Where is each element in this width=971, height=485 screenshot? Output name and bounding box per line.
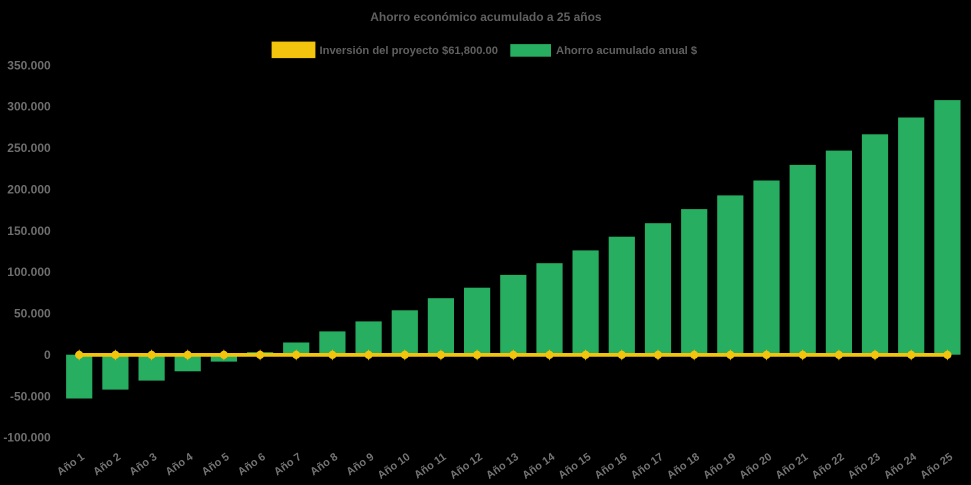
svg-text:100.000: 100.000 [7, 265, 51, 279]
svg-text:Ahorro económico acumulado a 2: Ahorro económico acumulado a 25 años [370, 10, 602, 24]
svg-text:-50.000: -50.000 [10, 389, 51, 403]
svg-text:0: 0 [44, 348, 51, 362]
svg-text:50.000: 50.000 [14, 307, 51, 321]
svg-text:200.000: 200.000 [7, 182, 51, 196]
svg-text:250.000: 250.000 [7, 141, 51, 155]
svg-text:350.000: 350.000 [7, 58, 51, 72]
svg-text:-100.000: -100.000 [3, 431, 51, 445]
svg-text:300.000: 300.000 [7, 100, 51, 114]
svg-text:Inversión del proyecto $61,800: Inversión del proyecto $61,800.00 [320, 45, 498, 57]
svg-text:150.000: 150.000 [7, 224, 51, 238]
svg-text:Ahorro acumulado anual $: Ahorro acumulado anual $ [556, 45, 698, 57]
